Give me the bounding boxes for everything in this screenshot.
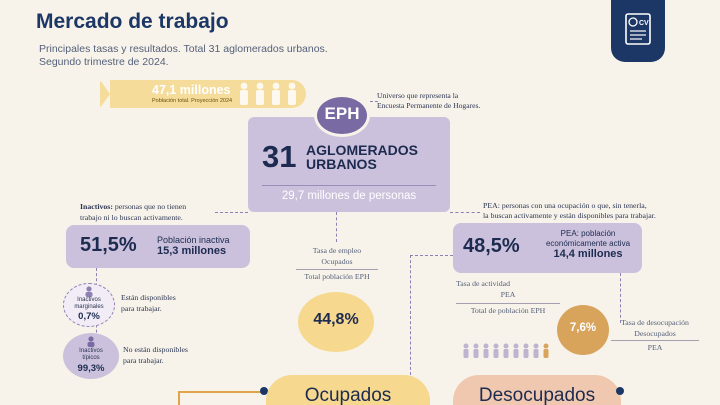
page-subtitle: Principales tasas y resultados. Total 31… xyxy=(39,43,328,68)
desocupados-connector-dot xyxy=(616,387,624,395)
cv-badge: CV xyxy=(611,0,665,62)
population-label: Población total. Proyección 2024 xyxy=(152,98,233,104)
ocupados-connector-dot xyxy=(260,387,268,395)
population-value: 47,1 millones xyxy=(152,83,231,97)
inactivos-tipicos-label: Inactivos típicos xyxy=(79,348,103,361)
eph-note: Universo que representa la Encuesta Perm… xyxy=(377,91,481,110)
population-pill xyxy=(100,80,306,108)
ocupados-connector xyxy=(178,391,264,405)
inactivos-tipicos-note: No están disponibles para trabajar. xyxy=(123,345,188,365)
connector-empleo xyxy=(336,212,337,242)
inactivos-marginales-label: Inactivos marginales xyxy=(74,297,104,310)
connector-ocupados xyxy=(410,255,411,375)
tasa-empleo: Tasa de empleo Ocupados Total población … xyxy=(296,245,378,282)
person-icon xyxy=(87,336,95,347)
eph-note-connector xyxy=(370,101,378,102)
ocupados-label: Ocupados xyxy=(304,385,392,405)
tasa-actividad: Tasa de actividad PEA Total de población… xyxy=(456,278,560,316)
inactivos-marginales-note: Están disponibles para trabajar. xyxy=(121,293,176,313)
svg-text:CV: CV xyxy=(639,20,649,27)
aglomerados-number: 31 xyxy=(262,139,297,174)
eph-circle xyxy=(314,94,370,137)
eph-people: 29,7 millones de personas xyxy=(281,190,417,202)
eph-acronym: EPH xyxy=(324,104,360,123)
desocupados-shape xyxy=(453,375,621,405)
desocupacion-value: 7,6% xyxy=(569,322,597,334)
tasa-desocupacion: Tasa de desocupación Desocupados PEA xyxy=(611,317,699,353)
pea-note: PEA: personas con una ocupación o que, s… xyxy=(483,201,656,220)
connector-pea-left xyxy=(410,255,453,256)
inactivos-marginales-pct: 0,7% xyxy=(78,311,100,322)
people-row-icon xyxy=(463,343,549,358)
pea-card xyxy=(453,223,642,273)
aglomerados-label: AGLOMERADOS URBANOS xyxy=(306,142,418,172)
population-pill-notch xyxy=(100,80,110,108)
inactivos-card xyxy=(66,225,250,268)
empleo-value: 44,8% xyxy=(313,311,359,328)
inactivos-label: Población inactiva 15,3 millones xyxy=(157,235,230,257)
eph-divider xyxy=(262,185,436,186)
inactivos-pct: 51,5% xyxy=(80,234,137,256)
desocupacion-circle xyxy=(557,305,609,355)
page-title: Mercado de trabajo xyxy=(36,10,229,33)
population-people-icon xyxy=(240,82,296,105)
connector-left xyxy=(215,212,248,213)
inactivos-tipicos-pct: 99,3% xyxy=(77,363,105,374)
person-icon xyxy=(85,286,93,297)
ocupados-shape xyxy=(266,375,430,405)
connector-right xyxy=(450,212,480,213)
connector-pea-down xyxy=(620,273,621,323)
pea-pct: 48,5% xyxy=(463,235,520,257)
pea-label: PEA: población económicamente activa 14,… xyxy=(545,229,631,260)
cv-document-icon: CV xyxy=(625,13,651,45)
empleo-circle xyxy=(298,292,374,352)
inactivos-note: Inactivos: personas que no tienen trabaj… xyxy=(80,202,187,222)
desocupados-label: Desocupados xyxy=(478,385,596,405)
